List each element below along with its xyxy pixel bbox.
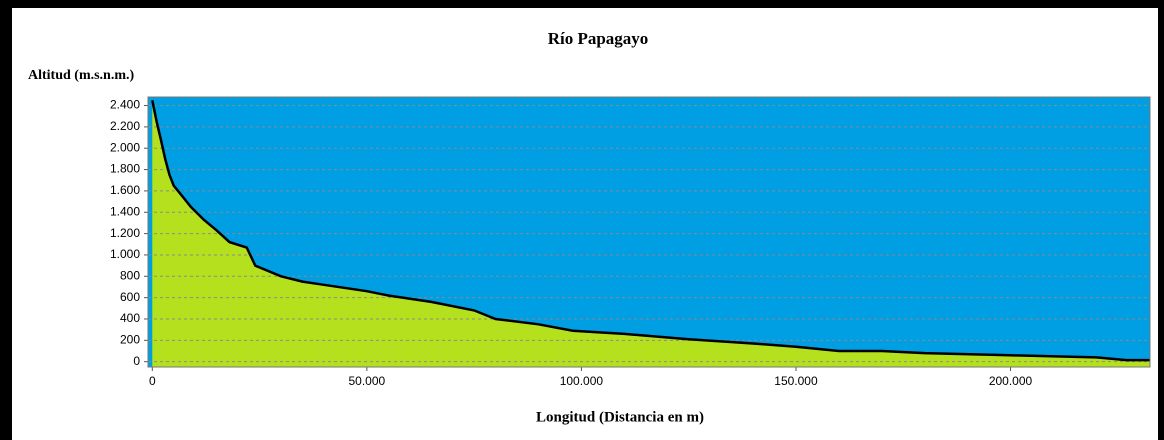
x-tick-label: 50.000: [349, 374, 386, 388]
y-tick-label: 2.200: [110, 119, 140, 133]
x-axis-label: Longitud (Distancia en m): [536, 409, 704, 425]
plot-border: [147, 96, 1151, 368]
y-tick-label: 1.800: [110, 162, 140, 176]
x-tick-label: 150.000: [774, 374, 818, 388]
y-axis-label: Altitud (m.s.n.m.): [28, 68, 135, 83]
y-tick-label: 200: [120, 332, 140, 346]
y-tick-label: 2.000: [110, 140, 140, 154]
area: [152, 100, 1151, 367]
x-tick-label: 100.000: [560, 374, 604, 388]
y-tick-label: 1.200: [110, 226, 140, 240]
y-tick-label: 1.000: [110, 247, 140, 261]
line: [151, 99, 1150, 362]
y-tick-label: 2.400: [110, 98, 140, 112]
y-tick-label: 1.600: [110, 183, 140, 197]
y-tick-label: 0: [133, 354, 140, 368]
y-tick-label: 600: [120, 290, 140, 304]
y-tick-label: 400: [120, 311, 140, 325]
x-tick-label: 200.000: [989, 374, 1033, 388]
y-tick-label: 1.400: [110, 204, 140, 218]
x-tick-label: 0: [149, 374, 156, 388]
chart-title: Río Papagayo: [548, 29, 649, 48]
y-tick-label: 800: [120, 268, 140, 282]
